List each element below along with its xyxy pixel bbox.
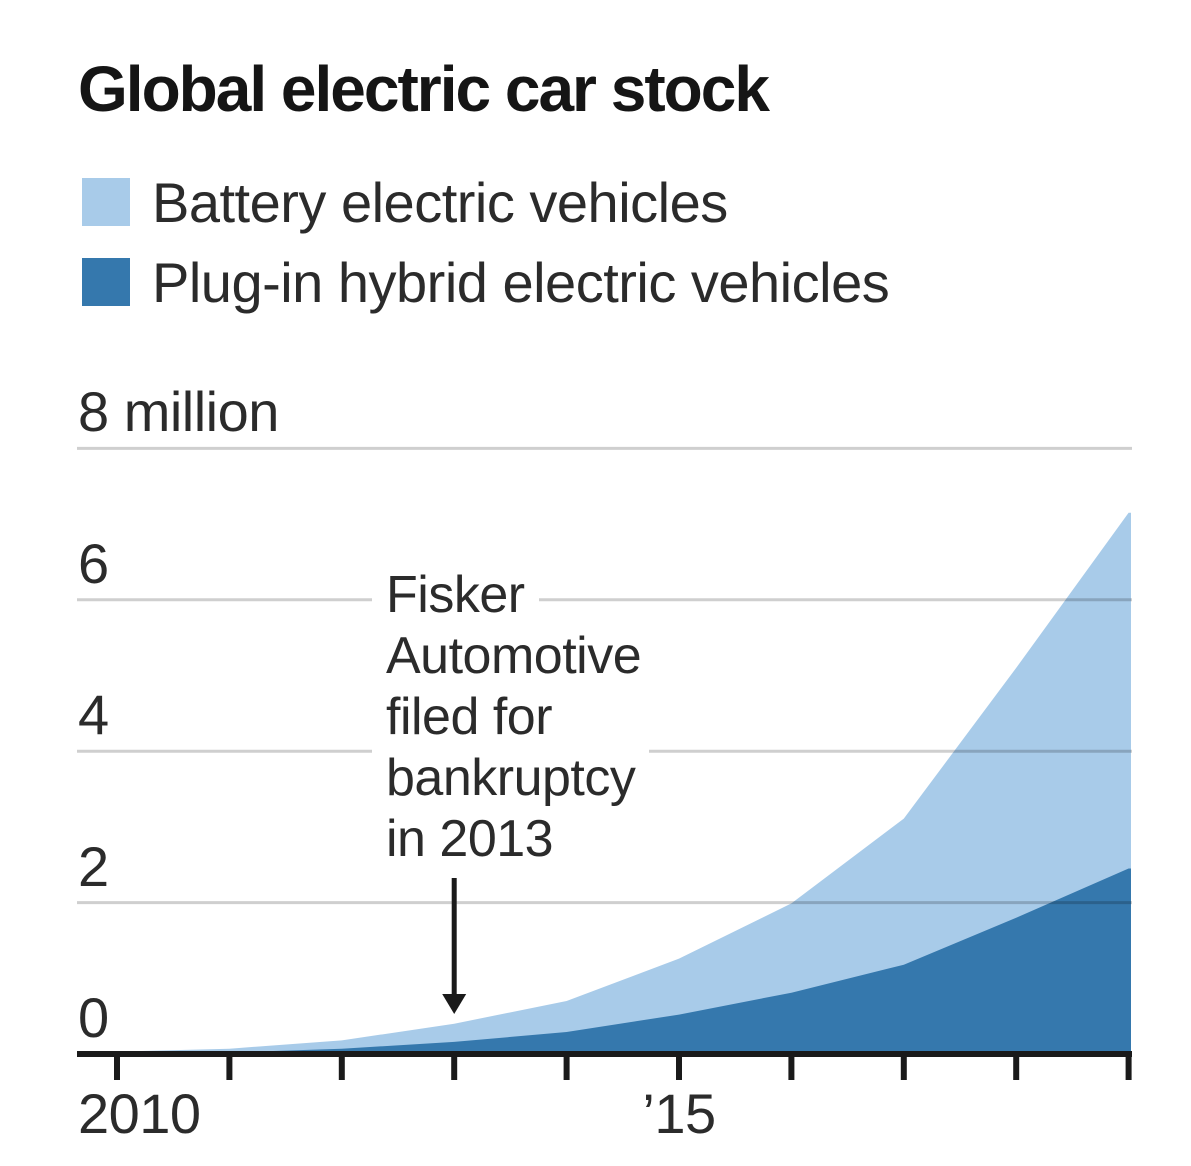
legend-label: Plug-in hybrid electric vehicles: [152, 250, 890, 314]
arrow-head: [442, 994, 467, 1014]
legend: Battery electric vehicles Plug-in hybrid…: [82, 171, 890, 314]
legend-swatch-battery-electric-icon: [82, 178, 130, 226]
x-axis-label-15: ’15: [642, 1082, 716, 1145]
page-title: Global electric car stock: [78, 53, 770, 125]
annotation-fisker-bankruptcy: Fisker Automotive filed for bankruptcy i…: [372, 565, 656, 870]
annotation-line: bankruptcy: [372, 748, 650, 809]
legend-item-battery-electric: Battery electric vehicles: [82, 171, 889, 234]
area-battery-electric: [77, 512, 1131, 1054]
y-axis-label-6: 6: [78, 532, 109, 595]
y-axis-label-8-million: 8 million: [78, 380, 279, 443]
x-axis-ticks: [114, 1054, 1132, 1080]
annotation-line: in 2013: [372, 809, 568, 870]
legend-swatch-plugin-hybrid-icon: [82, 258, 130, 306]
legend-label: Battery electric vehicles: [152, 170, 728, 234]
annotation-line: filed for: [372, 687, 567, 748]
annotation-line: Automotive: [372, 626, 656, 687]
legend-item-plugin-hybrid: Plug-in hybrid electric vehicles: [82, 251, 890, 314]
y-axis-label-0: 0: [78, 986, 109, 1049]
y-axis-label-2: 2: [78, 835, 109, 898]
x-axis-label-2010: 2010: [78, 1082, 201, 1145]
annotation-line: Fisker: [372, 565, 539, 626]
area-plugin-hybrid: [77, 868, 1131, 1054]
annotation-arrow-icon: [442, 878, 467, 1014]
y-axis-label-4: 4: [78, 683, 109, 746]
